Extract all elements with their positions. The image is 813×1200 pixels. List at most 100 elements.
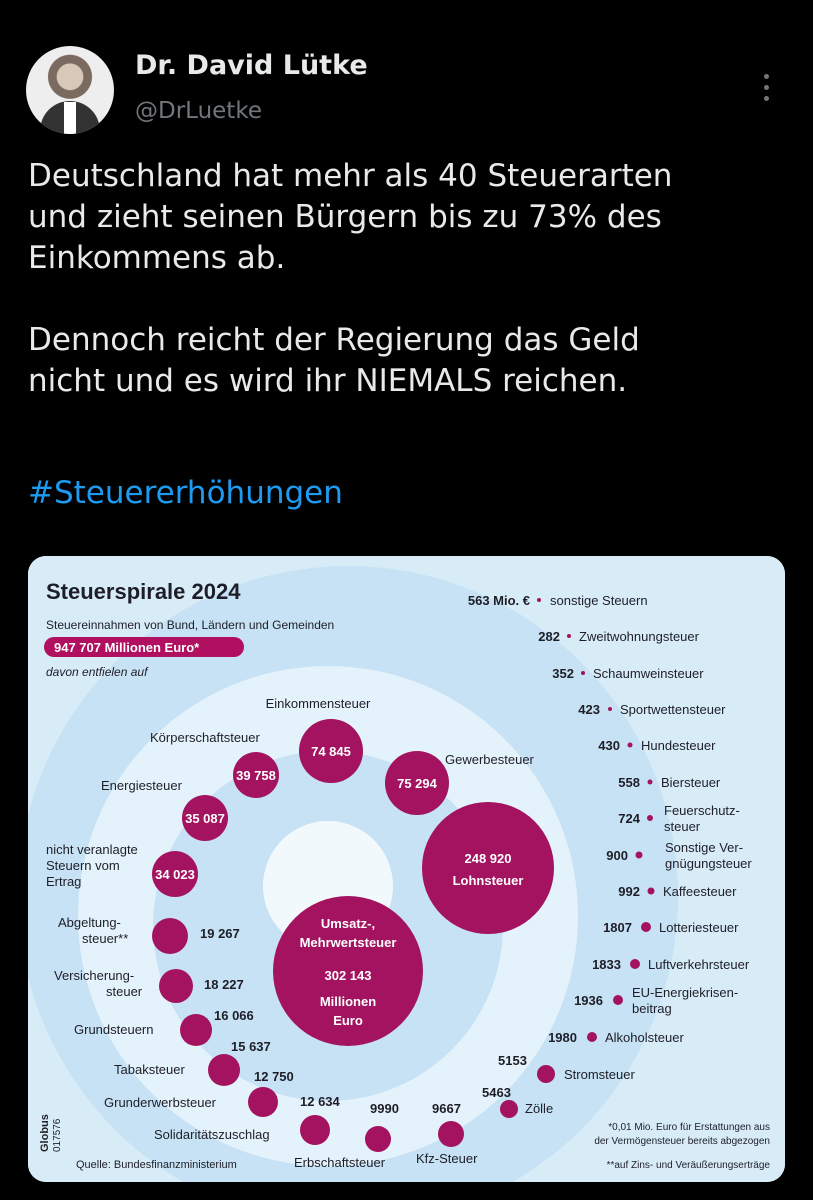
list-label: Feuerschutz- [664, 803, 740, 818]
brand-code: 017576 [52, 1118, 63, 1152]
lohnsteuer-value: 248 920 [465, 851, 512, 866]
center-unit: Millionen [320, 994, 376, 1009]
chart-title: Steuerspirale 2024 [46, 579, 241, 604]
bubble-value: 5153 [498, 1053, 527, 1068]
bubble-label: Grunderwerbsteuer [104, 1095, 217, 1110]
list-value: 430 [598, 738, 620, 753]
bubble-label: nicht veranlagte [46, 842, 138, 857]
chart-svg: Steuerspirale 2024 Steuereinnahmen von B… [28, 556, 785, 1182]
list-label: steuer [664, 819, 701, 834]
list-value: 1936 [574, 993, 603, 1008]
author-name[interactable]: Dr. David Lütke [135, 50, 368, 81]
list-label: Lotteriesteuer [659, 920, 739, 935]
author-handle[interactable]: @DrLuetke [135, 98, 262, 124]
lohnsteuer-label: Lohnsteuer [453, 873, 524, 888]
list-label: Zweitwohnungsteuer [579, 629, 700, 644]
footnote: der Vermögensteuer bereits abgezogen [594, 1136, 770, 1147]
bubble-value: 74 845 [311, 744, 351, 759]
bubble-value: 75 294 [397, 776, 438, 791]
bubble-label: Grundsteuern [74, 1022, 154, 1037]
koerperschaftsteuer-bubble [233, 752, 279, 798]
bubble-label: Stromsteuer [564, 1067, 635, 1082]
list-value: 1807 [603, 920, 632, 935]
list-value: 282 [538, 629, 560, 644]
bubble [500, 1100, 518, 1118]
lohnsteuer-bubble [422, 802, 554, 934]
einkommensteuer-bubble [299, 719, 363, 783]
tweet-line: Deutschland hat mehr als 40 Steuerarten [28, 158, 673, 194]
infographic-image[interactable]: Steuerspirale 2024 Steuereinnahmen von B… [28, 556, 785, 1182]
bubble-value: 19 267 [200, 926, 240, 941]
list-value: 724 [618, 811, 640, 826]
bubble-label: Solidaritätszuschlag [154, 1127, 270, 1142]
bubble [300, 1115, 330, 1145]
list-value: 563 Mio. € [468, 593, 530, 608]
footnote: *0,01 Mio. Euro für Erstattungen aus [608, 1122, 770, 1133]
bubble-label: Gewerbesteuer [445, 752, 535, 767]
bubble [159, 969, 193, 1003]
list-value: 558 [618, 775, 640, 790]
list-value: 423 [578, 702, 600, 717]
list-value: 1980 [548, 1030, 577, 1045]
gewerbesteuer-bubble [385, 751, 449, 815]
bubble-value: 12 634 [300, 1094, 341, 1109]
bubble-label: steuer [106, 984, 143, 999]
bubble-value: 15 637 [231, 1039, 271, 1054]
list-label: Biersteuer [661, 775, 721, 790]
hashtag-link[interactable]: #Steuererhöhungen [28, 475, 343, 511]
source-note: Quelle: Bundesfinanzministerium [76, 1159, 237, 1171]
bubble-label: Versicherung- [54, 968, 134, 983]
bubble-label: Energiesteuer [101, 778, 183, 793]
nicht-veranlagte-bubble [152, 851, 198, 897]
center-value: 302 143 [325, 968, 372, 983]
bubble-value: 9667 [432, 1101, 461, 1116]
list-label: beitrag [632, 1001, 672, 1016]
bubble-label: Tabaksteuer [114, 1062, 185, 1077]
bubble [180, 1014, 212, 1046]
center-label: Mehrwertsteuer [300, 935, 397, 950]
footnote: **auf Zins- und Veräußerungserträge [607, 1160, 771, 1171]
energiesteuer-bubble [182, 795, 228, 841]
tweet-line: Dennoch reicht der Regierung das Geld [28, 322, 640, 358]
tweet-line: und zieht seinen Bürgern bis zu 73% des [28, 199, 662, 235]
tweet-text: Deutschland hat mehr als 40 Steuerarten … [28, 156, 798, 402]
bubble-value: 5463 [482, 1085, 511, 1100]
bubble [537, 1065, 555, 1083]
bubble-value: 9990 [370, 1101, 399, 1116]
list-label: Sonstige Ver- [665, 840, 743, 855]
list-label: Kaffeesteuer [663, 884, 737, 899]
chart-subtitle: Steuereinnahmen von Bund, Ländern und Ge… [46, 618, 334, 632]
more-options-icon[interactable] [764, 74, 772, 107]
bubble [365, 1126, 391, 1152]
bubble [208, 1054, 240, 1086]
tweet-line: nicht und es wird ihr NIEMALS reichen. [28, 363, 628, 399]
list-label: Luftverkehrsteuer [648, 957, 750, 972]
bubble-label: Steuern vom [46, 858, 120, 873]
total-caption: davon entfielen auf [46, 665, 149, 679]
list-value: 900 [606, 848, 628, 863]
bubble-label: Kfz-Steuer [416, 1151, 478, 1166]
tweet-line: Einkommens ab. [28, 240, 286, 276]
bubble-label: Körperschaftsteuer [150, 730, 261, 745]
center-unit: Euro [333, 1013, 363, 1028]
bubble-value: 34 023 [155, 867, 195, 882]
bubble-value: 39 758 [236, 768, 276, 783]
bubble-label: Abgeltung- [58, 915, 121, 930]
list-label: gnügungsteuer [665, 856, 752, 871]
bubble-value: 35 087 [185, 811, 225, 826]
bubble [152, 918, 188, 954]
bubble-value: 18 227 [204, 977, 244, 992]
list-value: 352 [552, 666, 574, 681]
list-label: sonstige Steuern [550, 593, 648, 608]
center-bubble [273, 896, 423, 1046]
list-value: 992 [618, 884, 640, 899]
center-label: Umsatz-, [321, 916, 375, 931]
right-list: 563 Mio. € sonstige Steuern 282 Zweitwoh… [468, 593, 753, 1045]
bubble-value: 16 066 [214, 1008, 254, 1023]
bubble-label: Einkommensteuer [266, 696, 371, 711]
total-badge: 947 707 Millionen Euro* [54, 640, 200, 655]
avatar[interactable] [26, 46, 114, 134]
list-label: EU-Energiekrisen- [632, 985, 738, 1000]
list-label: Schaumweinsteuer [593, 666, 704, 681]
bubble-label: Ertrag [46, 874, 81, 889]
